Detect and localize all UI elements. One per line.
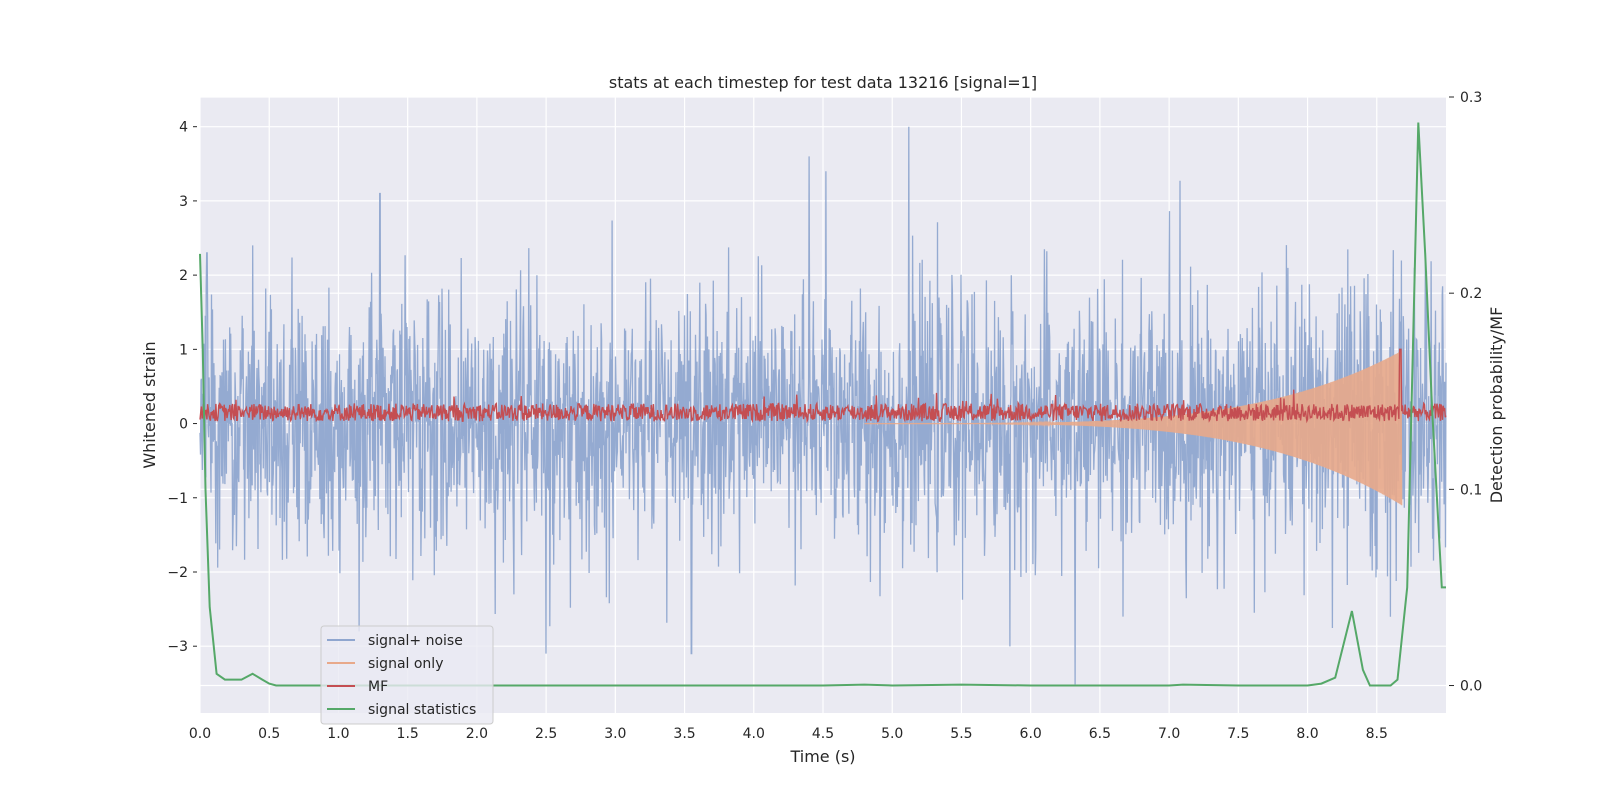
y-tick-label: −2 [167,565,188,581]
series-mf [199,348,1447,424]
x-tick-label: 4.5 [812,726,834,742]
legend-box [320,625,494,725]
legend-label-signal-statistics: signal statistics [368,702,476,718]
y2-tick-label: 0.1 [1460,482,1482,498]
x-tick-label: 8.5 [1366,726,1388,742]
series-signal-noise [199,126,1447,685]
y-tick-label: 3 [179,194,188,210]
y-tick-label: 4 [179,120,188,136]
x-tick-label: 5.5 [950,726,972,742]
y-axis-ticks: −3 −2 −1 0 1 2 3 4 [167,120,197,655]
legend-label-signal-noise: signal+ noise [368,633,463,649]
x-tick-label: 6.0 [1020,726,1042,742]
y-tick-label: 0 [179,417,188,433]
x-tick-label: 6.5 [1089,726,1111,742]
y-tick-label: −1 [167,491,188,507]
x-tick-label: 1.0 [327,726,349,742]
x-tick-label: 7.5 [1227,726,1249,742]
series-layer [199,122,1447,687]
y2-tick-label: 0.0 [1460,679,1482,695]
series-signal-statistics [199,122,1446,687]
x-tick-label: 3.0 [604,726,626,742]
x-tick-label: 0.5 [258,726,280,742]
x-tick-label: 5.0 [881,726,903,742]
y-axis-label: Whitened strain [140,341,159,468]
y2-tick-label: 0.2 [1460,286,1482,302]
y-tick-label: −3 [167,639,188,655]
legend-label-signal-only: signal only [368,656,443,672]
x-tick-label: 4.0 [743,726,765,742]
y-tick-label: 1 [179,342,188,358]
x-tick-label: 3.5 [673,726,695,742]
y2-tick-label: 0.3 [1460,90,1482,106]
chart-title: stats at each timestep for test data 132… [609,73,1037,92]
x-tick-label: 2.5 [535,726,557,742]
x-tick-label: 1.5 [397,726,419,742]
y2-axis-label: Detection probability/MF [1487,307,1506,504]
legend: signal+ noise signal only MF signal stat… [320,625,494,725]
x-tick-label: 8.0 [1296,726,1318,742]
series-signal-only [864,351,1403,506]
y-tick-label: 2 [179,268,188,284]
y2-axis-ticks: 0.0 0.1 0.2 0.3 [1449,90,1482,695]
legend-label-mf: MF [368,679,388,695]
x-tick-label: 7.0 [1158,726,1180,742]
x-tick-label: 0.0 [189,726,211,742]
x-axis-ticks: 0.0 0.5 1.0 1.5 2.0 2.5 3.0 3.5 4.0 4.5 5.0 5.5 6.0 6… [189,726,1388,742]
x-tick-label: 2.0 [466,726,488,742]
x-axis-label: Time (s) [789,747,855,766]
